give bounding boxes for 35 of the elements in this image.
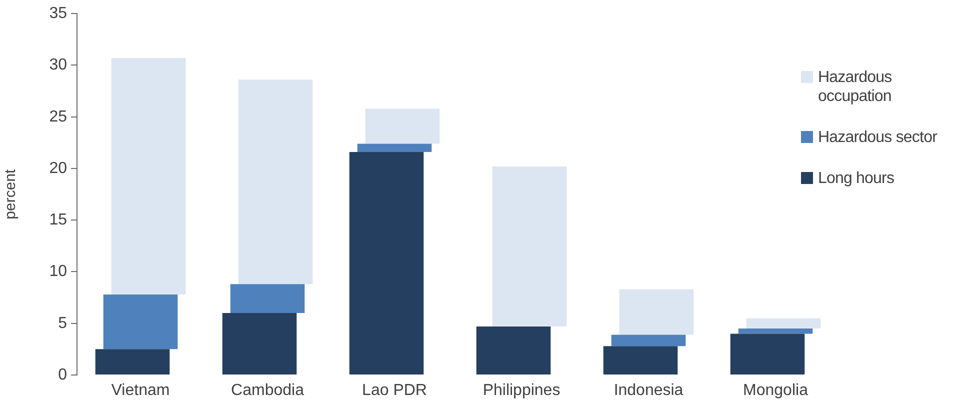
bar xyxy=(730,334,805,374)
bar xyxy=(738,328,813,334)
bar xyxy=(603,346,678,374)
y-tick-label: 35 xyxy=(49,5,68,22)
y-tick-label: 15 xyxy=(49,212,68,229)
y-tick-label: 30 xyxy=(49,56,68,74)
bar xyxy=(492,166,567,326)
bar xyxy=(349,152,424,374)
x-tick-label: Vietnam xyxy=(111,382,170,400)
bar xyxy=(365,108,440,144)
bar xyxy=(476,326,551,374)
bar xyxy=(746,318,821,329)
y-tick-label: 10 xyxy=(49,263,68,280)
y-tick-label: 0 xyxy=(58,366,68,384)
x-tick-label: Philippines xyxy=(482,382,560,400)
bar xyxy=(238,80,313,284)
x-tick-label: Lao PDR xyxy=(362,382,427,400)
legend-label: Hazardous sector xyxy=(818,128,938,147)
bar xyxy=(103,294,178,350)
y-tick-label: 25 xyxy=(49,108,68,126)
bar xyxy=(357,144,432,152)
y-axis-title: percent xyxy=(2,168,20,220)
x-tick-label: Indonesia xyxy=(614,382,684,400)
x-tick-label: Cambodia xyxy=(231,382,304,400)
bar xyxy=(611,334,686,346)
y-tick-label: 5 xyxy=(58,314,68,332)
x-tick-label: Mongolia xyxy=(743,382,808,400)
legend-label: Hazardous occupation xyxy=(818,68,893,106)
bar xyxy=(95,349,170,374)
bar xyxy=(111,58,186,294)
bar xyxy=(619,289,694,335)
bar xyxy=(222,313,297,374)
y-tick-label: 20 xyxy=(49,160,68,177)
legend-label: Long hours xyxy=(818,169,896,188)
bar xyxy=(230,284,305,314)
